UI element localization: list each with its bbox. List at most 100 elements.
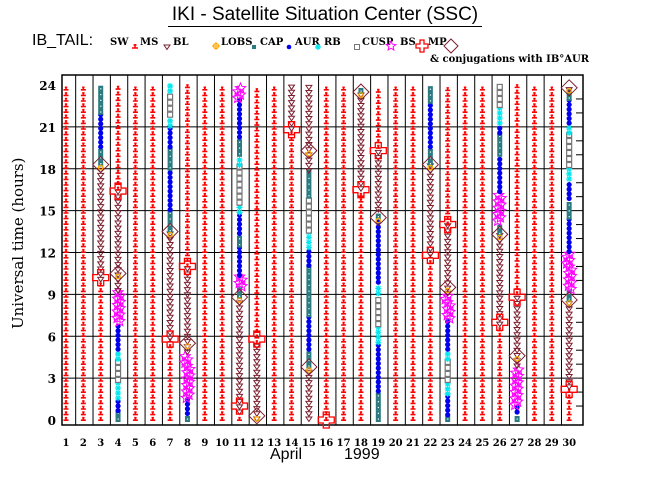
sw-mark: [358, 243, 364, 248]
sw-mark: [219, 187, 225, 192]
sw-mark: [549, 344, 555, 349]
x-tick-label: 10: [215, 438, 229, 449]
segment-sw: [289, 131, 295, 421]
segment-cusp: [178, 349, 197, 404]
cap-mark: [566, 235, 572, 241]
sw-mark: [289, 271, 295, 276]
cap-mark: [566, 221, 572, 227]
sw-mark: [393, 159, 399, 164]
sw-mark: [445, 154, 451, 159]
chart-title-text: IKI - Satellite Situation Center (SSC): [167, 4, 483, 27]
sw-mark: [393, 103, 399, 108]
sw-mark: [219, 97, 225, 102]
sw-mark: [271, 304, 277, 309]
sw-mark: [410, 271, 416, 276]
sw-mark: [358, 372, 364, 377]
sw-mark: [150, 366, 156, 371]
sw-mark: [289, 164, 295, 169]
sw-mark: [150, 148, 156, 153]
sw-mark: [132, 103, 138, 108]
x-tick-label: 24: [458, 438, 472, 449]
cap-mark: [445, 323, 451, 329]
sw-mark: [410, 293, 416, 298]
sw-mark: [531, 187, 537, 192]
lobs-dot: [169, 218, 171, 220]
ms-mark: [114, 246, 122, 253]
ms-mark: [357, 118, 365, 125]
sw-mark: [219, 86, 225, 91]
sw-mark: [271, 377, 277, 382]
sw-mark: [150, 243, 156, 248]
sw-mark: [341, 316, 347, 321]
sw-mark: [80, 114, 86, 119]
sw-mark: [462, 97, 468, 102]
sw-mark: [80, 276, 86, 281]
sw-mark: [427, 360, 433, 365]
sw-mark: [531, 411, 537, 416]
sw-mark: [63, 170, 69, 175]
ms-mark: [114, 282, 122, 289]
lobs-dot: [100, 94, 102, 96]
segment-rb: [305, 197, 312, 234]
lobs-dot: [186, 418, 189, 420]
sw-mark: [479, 411, 485, 416]
sw-mark: [531, 260, 537, 265]
ms-mark: [166, 257, 175, 264]
cap-mark: [375, 365, 381, 371]
sw-mark: [63, 293, 69, 298]
sw-mark: [289, 383, 295, 388]
sw-mark: [479, 108, 485, 113]
lobs-dot: [169, 230, 171, 232]
sw-mark: [410, 114, 416, 119]
lobs-dot: [568, 298, 570, 300]
sw-mark: [549, 310, 555, 315]
sw-mark: [150, 192, 156, 197]
sw-mark: [63, 114, 69, 119]
rb-mark: [375, 308, 382, 316]
sw-mark: [410, 338, 416, 343]
sw-mark: [80, 164, 86, 169]
sw-mark: [219, 226, 225, 231]
sw-mark: [497, 338, 503, 343]
sw-mark: [549, 92, 555, 97]
sw-mark: [358, 288, 364, 293]
sw-mark: [150, 327, 156, 332]
sw-mark: [289, 215, 295, 220]
sw-mark: [462, 114, 468, 119]
sw-mark: [63, 159, 69, 164]
bl-mark: [167, 231, 173, 238]
sw-mark: [514, 134, 520, 139]
sw-mark: [271, 366, 277, 371]
sw-mark: [132, 321, 138, 326]
sw-mark: [531, 344, 537, 349]
sw-mark: [358, 338, 364, 343]
sw-mark: [271, 136, 277, 141]
sw-mark: [80, 148, 86, 153]
sw-mark: [202, 265, 208, 270]
sw-mark: [254, 233, 260, 238]
sw-mark: [341, 248, 347, 253]
sw-mark: [289, 209, 295, 214]
sw-mark: [202, 271, 208, 276]
day-column-2: [80, 86, 86, 421]
lobs-dot: [308, 296, 310, 298]
sw-mark: [132, 288, 138, 293]
sw-mark: [375, 99, 381, 105]
ms-mark: [304, 90, 313, 96]
sw-mark: [150, 232, 156, 237]
cap-mark: [566, 244, 572, 250]
lobs-dot: [100, 105, 102, 107]
segment-sw: [341, 86, 347, 421]
sw-mark: [271, 349, 277, 354]
sw-mark: [531, 366, 537, 371]
ms-mark: [183, 266, 192, 273]
sw-mark: [462, 226, 468, 231]
sw-mark: [132, 276, 138, 281]
sw-mark: [358, 332, 364, 337]
ms-mark: [166, 283, 175, 290]
segment-cap: [566, 216, 572, 255]
sw-mark: [566, 405, 572, 410]
sw-mark: [271, 310, 277, 315]
ms-mark: [426, 178, 435, 185]
sw-mark: [341, 310, 347, 315]
